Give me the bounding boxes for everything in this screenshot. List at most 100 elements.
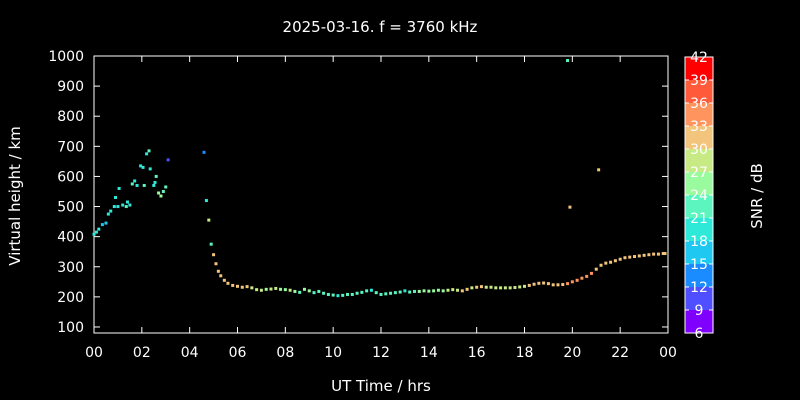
y-tick-label: 400 xyxy=(57,230,84,246)
data-point xyxy=(154,174,158,178)
data-point xyxy=(403,289,407,293)
y-tick-label: 500 xyxy=(57,200,84,216)
colorbar-tick-label: 39 xyxy=(690,73,708,89)
x-axis: 00 02 04 06 08 10 12 14 16 18 20 22 00 xyxy=(85,56,677,361)
data-point xyxy=(389,291,393,295)
data-point xyxy=(513,286,517,290)
chart-title: 2025-03-16. f = 3760 kHz xyxy=(283,18,478,36)
data-point xyxy=(408,290,412,294)
data-point xyxy=(398,290,402,294)
data-point xyxy=(393,291,397,295)
x-tick-label: 14 xyxy=(420,345,438,361)
colorbar-tick-label: 9 xyxy=(695,303,704,319)
data-point xyxy=(141,165,145,169)
data-point xyxy=(633,255,637,259)
data-point xyxy=(580,276,584,280)
data-point xyxy=(152,183,156,187)
data-point xyxy=(594,267,598,271)
data-point xyxy=(148,167,152,171)
data-point xyxy=(255,288,259,292)
data-point xyxy=(322,291,326,295)
data-point xyxy=(532,282,536,286)
data-point xyxy=(128,203,132,207)
data-point xyxy=(326,292,330,296)
x-tick-label: 06 xyxy=(229,345,247,361)
data-point xyxy=(369,288,373,292)
data-point xyxy=(379,292,383,296)
colorbar: 6 9 12 15 18 21 24 27 30 33 36 39 42 xyxy=(684,50,714,342)
colorbar-label: SNR / dB xyxy=(748,163,766,229)
data-point xyxy=(484,285,488,289)
data-point xyxy=(647,253,651,257)
data-point xyxy=(609,260,613,264)
data-point xyxy=(456,288,460,292)
data-point xyxy=(494,286,498,290)
y-tick-label: 1000 xyxy=(48,49,84,65)
colorbar-band xyxy=(685,172,713,195)
colorbar-band xyxy=(685,80,713,103)
y-axis-label: Virtual height / km xyxy=(6,126,24,265)
y-tick-label: 900 xyxy=(57,79,84,95)
data-point xyxy=(642,253,646,257)
data-point xyxy=(427,289,431,293)
colorbar-band xyxy=(685,149,713,172)
data-point xyxy=(355,291,359,295)
data-point xyxy=(245,285,249,289)
data-point xyxy=(216,269,220,273)
data-point xyxy=(231,283,235,287)
data-point xyxy=(384,292,388,296)
x-tick-label: 00 xyxy=(85,345,103,361)
data-point xyxy=(109,209,113,213)
y-tick-label: 200 xyxy=(57,290,84,306)
data-point xyxy=(589,271,593,275)
data-point xyxy=(142,183,146,187)
data-point xyxy=(139,164,143,168)
data-point xyxy=(465,287,469,291)
data-point xyxy=(518,285,522,289)
colorbar-band xyxy=(685,264,713,287)
data-point xyxy=(133,179,137,183)
data-points xyxy=(92,59,667,298)
data-point xyxy=(346,292,350,296)
data-point xyxy=(298,290,302,294)
data-point xyxy=(568,205,572,209)
data-point xyxy=(542,281,546,285)
data-point xyxy=(451,288,455,292)
colorbar-tick-label: 42 xyxy=(690,50,708,66)
data-point xyxy=(207,218,211,222)
colorbar-tick-label: 15 xyxy=(690,257,708,273)
data-point xyxy=(436,288,440,292)
data-point xyxy=(222,278,226,282)
x-tick-label: 20 xyxy=(563,345,581,361)
data-point xyxy=(92,232,96,236)
data-point xyxy=(159,194,163,198)
colorbar-band xyxy=(685,126,713,149)
data-point xyxy=(527,283,531,287)
colorbar-band xyxy=(685,287,713,310)
colorbar-band xyxy=(685,241,713,264)
data-point xyxy=(147,149,151,153)
data-point xyxy=(302,287,306,291)
data-point xyxy=(575,278,579,282)
data-point xyxy=(613,259,617,263)
data-point xyxy=(618,257,622,261)
colorbar-tick-label: 30 xyxy=(690,142,708,158)
data-point xyxy=(250,286,254,290)
data-point xyxy=(441,289,445,293)
y-tick-label: 600 xyxy=(57,169,84,185)
x-tick-label: 10 xyxy=(324,345,342,361)
data-point xyxy=(656,252,660,256)
colorbar-tick-label: 27 xyxy=(690,165,708,181)
data-point xyxy=(157,191,161,195)
data-point xyxy=(422,289,426,293)
data-point xyxy=(274,286,278,290)
data-point xyxy=(264,287,268,291)
colorbar-tick-label: 6 xyxy=(695,326,704,342)
data-point xyxy=(279,287,283,291)
data-point xyxy=(432,289,436,293)
data-point xyxy=(204,199,208,203)
data-point xyxy=(153,180,157,184)
data-point xyxy=(94,230,98,234)
data-point xyxy=(341,293,345,297)
colorbar-tick-label: 24 xyxy=(690,188,708,204)
